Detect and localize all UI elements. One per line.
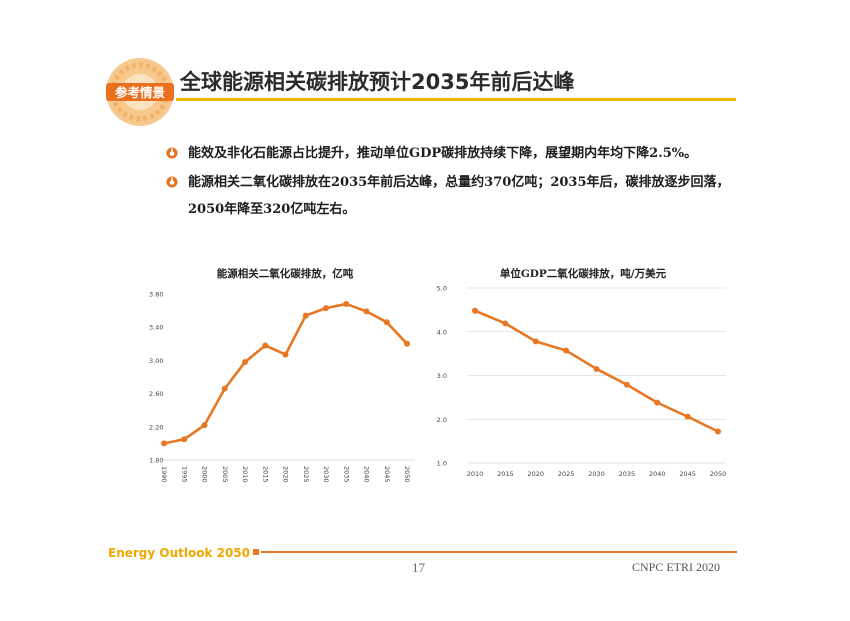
x-tick-label: 2030 [322,466,330,483]
data-point [323,305,329,312]
data-point [221,385,228,392]
data-point [593,365,600,372]
chart-title: 单位GDP二氧化碳排放，吨/万美元 [500,267,667,280]
data-point [654,399,661,406]
y-tick-label: 5.0 [437,285,447,293]
footer-organization: CNPC ETRI 2020 [632,560,721,574]
y-tick-label: 2.0 [437,416,447,424]
x-tick-label: 2040 [649,470,666,478]
x-tick-label: 2040 [363,466,371,483]
data-point [161,440,167,447]
footer-rule [261,551,737,553]
x-tick-label: 2015 [497,470,514,478]
y-tick-label: 2.20 [149,423,163,431]
y-tick-label: 2.60 [149,390,163,398]
x-tick-label: 2020 [282,466,290,483]
x-tick-label: 2000 [201,466,209,483]
y-tick-label: 4.0 [437,328,447,336]
y-tick-label: 3.80 [149,291,163,299]
bullet-icon [166,176,178,188]
data-point [302,312,309,319]
y-tick-label: 1.0 [437,460,447,468]
reference-scenario-logo: 参考情景 [106,58,174,126]
x-tick-label: 2005 [221,466,229,483]
bullet-list: 能效及非化石能源占比提升，推动单位GDP碳排放持续下降，展望期内年均下降2.5%… [166,140,746,225]
x-tick-label: 2025 [558,470,575,478]
bullet-item: 能效及非化石能源占比提升，推动单位GDP碳排放持续下降，展望期内年均下降2.5%… [166,140,746,167]
x-tick-label: 2050 [403,466,411,483]
data-point [343,300,350,307]
x-tick-label: 2035 [342,466,350,483]
y-tick-label: 1.80 [149,457,163,465]
chart-title: 能源相关二氧化碳排放，亿吨 [217,267,354,280]
footer-square [253,549,259,555]
data-point [623,381,630,388]
footer-brand: Energy Outlook 2050 [108,546,251,560]
data-point [201,422,208,429]
x-tick-label: 2010 [467,470,484,478]
bullet-icon [166,147,178,159]
data-point [502,320,509,327]
data-point [404,340,410,347]
data-point [684,413,691,420]
series-line [163,302,408,445]
data-point [563,347,570,354]
x-tick-label: 2010 [241,466,249,483]
data-point [472,307,478,314]
data-point [715,428,721,435]
x-tick-label: 2045 [679,470,696,478]
x-tick-label: 2020 [527,470,544,478]
page-number: 17 [412,560,425,575]
data-point [262,342,269,349]
y-tick-label: 3.40 [149,324,163,332]
x-tick-label: 2030 [588,470,605,478]
x-tick-label: 2050 [710,470,727,478]
data-point [383,319,390,326]
co2-emissions-chart: 能源相关二氧化碳排放，亿吨 1.80 2.20 2.60 3.00 3.40 3.80 19… [149,267,415,483]
x-tick-label: 2015 [261,466,269,483]
x-tick-label: 1990 [160,466,168,483]
title-underline [176,98,736,101]
logo-text: 参考情景 [115,85,166,100]
page-title: 全球能源相关碳排放预计2035年前后达峰 [180,70,575,94]
bullet-item: 能源相关二氧化碳排放在2035年前后达峰，总量约370亿吨；2035年后，碳排放… [166,169,746,223]
x-tick-label: 2035 [619,470,636,478]
y-tick-label: 3.00 [149,357,163,365]
bullet-text: 能效及非化石能源占比提升，推动单位GDP碳排放持续下降，展望期内年均下降2.5%… [188,146,698,161]
x-tick-label: 2025 [302,466,310,483]
data-point [532,338,539,345]
bullet-text: 能源相关二氧化碳排放在2035年前后达峰，总量约370亿吨；2035年后，碳排放… [188,175,730,217]
data-point [282,351,289,358]
x-tick-label: 2045 [383,466,391,483]
data-point [242,359,248,366]
data-point [363,308,370,315]
gdp-carbon-intensity-chart: 单位GDP二氧化碳排放，吨/万美元 1.0 2.0 3.0 4.0 5.0 2010 201… [437,267,727,478]
y-tick-label: 3.0 [437,372,447,380]
data-point [181,436,188,443]
x-tick-label: 1995 [180,466,188,483]
